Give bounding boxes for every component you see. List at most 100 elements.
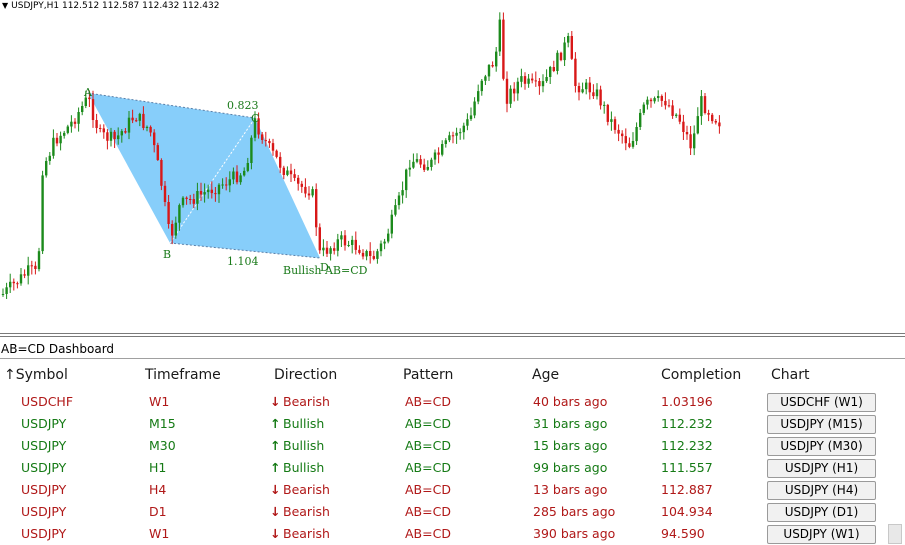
column-header-pattern[interactable]: Pattern: [403, 367, 454, 383]
candle-body: [394, 205, 397, 215]
row-direction-label: Bearish: [283, 526, 330, 541]
candle-body: [91, 99, 95, 120]
candle-body: [102, 128, 105, 133]
candle-body: [498, 19, 501, 52]
candle-body: [466, 119, 469, 126]
row-pattern: AB=CD: [405, 460, 451, 475]
row-age: 31 bars ago: [533, 416, 608, 431]
row-completion: 1.03196: [661, 394, 713, 409]
row-age: 15 bars ago: [533, 438, 608, 453]
candle-body: [5, 287, 8, 294]
candle-body: [534, 80, 537, 82]
candle-body: [106, 132, 109, 141]
dropdown-triangle-icon[interactable]: ▼: [2, 1, 9, 10]
pattern-ratio-bc: 0.823: [227, 99, 259, 112]
open-chart-button[interactable]: USDJPY (M30): [767, 437, 876, 456]
column-header-chart[interactable]: Chart: [771, 367, 810, 383]
candle-body: [138, 113, 141, 121]
pattern-ratio-cd: 1.104: [227, 255, 259, 268]
candle-body: [225, 184, 228, 186]
row-direction-label: Bearish: [283, 482, 330, 497]
candle-body: [379, 243, 383, 252]
candles-group: [1, 12, 721, 299]
pattern-bd-line: [169, 242, 321, 259]
candle-body: [606, 104, 609, 122]
candle-body: [372, 256, 375, 259]
price-chart[interactable]: ▼ USDJPY,H1 112.512 112.587 112.432 112.4…: [0, 0, 905, 333]
row-symbol: USDJPY: [21, 482, 67, 497]
candle-body: [401, 190, 404, 196]
candle-body: [73, 121, 77, 124]
candle-body: [268, 141, 271, 144]
candle-body: [509, 88, 512, 104]
abcd-dashboard: AB=CD Dashboard ↑Symbol Timeframe Direct…: [0, 338, 905, 544]
candle-body: [412, 161, 415, 168]
candle-body: [12, 281, 15, 284]
candle-body: [682, 121, 685, 132]
open-chart-button[interactable]: USDJPY (H1): [767, 459, 876, 478]
candle-body: [275, 150, 278, 157]
candle-body: [142, 113, 145, 128]
candle-body: [127, 117, 131, 133]
scrollbar-thumb[interactable]: [888, 524, 902, 544]
candle-body: [703, 96, 707, 113]
candle-body: [390, 214, 393, 234]
candle-body: [16, 283, 19, 285]
open-chart-button[interactable]: USDJPY (D1): [767, 503, 876, 522]
row-direction: ↓ Bearish: [270, 391, 330, 413]
candle-body: [552, 67, 555, 71]
candle-body: [156, 145, 159, 160]
candle-body: [664, 100, 667, 106]
arrow-up-icon: ↑: [270, 438, 281, 453]
row-timeframe: W1: [149, 526, 170, 541]
dashboard-title: AB=CD Dashboard: [0, 340, 905, 359]
candle-body: [397, 195, 401, 206]
column-header-direction[interactable]: Direction: [274, 367, 338, 383]
row-direction-label: Bullish: [283, 460, 325, 475]
candle-body: [70, 121, 73, 127]
row-direction-label: Bullish: [283, 438, 325, 453]
candle-body: [315, 189, 318, 228]
candle-body: [217, 184, 221, 195]
row-timeframe: M30: [149, 438, 176, 453]
candle-body: [66, 126, 69, 133]
candle-body: [34, 265, 37, 269]
candle-body: [124, 131, 127, 133]
column-header-completion[interactable]: Completion: [661, 367, 742, 383]
candle-body: [549, 67, 552, 77]
candle-body: [358, 249, 361, 253]
candle-body: [631, 141, 635, 147]
candle-body: [232, 171, 235, 180]
candle-body: [228, 179, 231, 186]
candle-body: [480, 80, 483, 92]
candle-body: [336, 239, 339, 251]
column-header-timeframe[interactable]: Timeframe: [145, 367, 221, 383]
column-header-age[interactable]: Age: [532, 367, 560, 383]
column-header-symbol[interactable]: ↑Symbol: [4, 366, 68, 384]
pattern-point-b: B: [163, 248, 172, 261]
candle-body: [502, 19, 505, 79]
row-age: 13 bars ago: [533, 482, 608, 497]
arrow-up-icon: ↑: [270, 460, 281, 475]
candle-body: [88, 97, 91, 100]
row-pattern: AB=CD: [405, 394, 451, 409]
open-chart-button[interactable]: USDJPY (W1): [767, 525, 876, 544]
candle-body: [570, 36, 573, 59]
candlestick-chart[interactable]: [0, 0, 905, 333]
candle-body: [585, 82, 588, 90]
candle-body: [415, 159, 419, 162]
open-chart-button[interactable]: USDJPY (M15): [767, 415, 876, 434]
row-symbol: USDJPY: [21, 438, 67, 453]
panel-divider[interactable]: [0, 333, 905, 337]
candle-body: [81, 106, 84, 112]
candle-body: [239, 175, 242, 183]
candle-body: [160, 160, 163, 186]
arrow-down-icon: ↓: [270, 394, 281, 409]
open-chart-button[interactable]: USDCHF (W1): [767, 393, 876, 412]
candle-body: [95, 120, 98, 128]
candle-body: [77, 112, 80, 124]
candle-body: [444, 140, 447, 144]
candle-body: [588, 82, 591, 93]
candle-body: [307, 193, 311, 196]
open-chart-button[interactable]: USDJPY (H4): [767, 481, 876, 500]
